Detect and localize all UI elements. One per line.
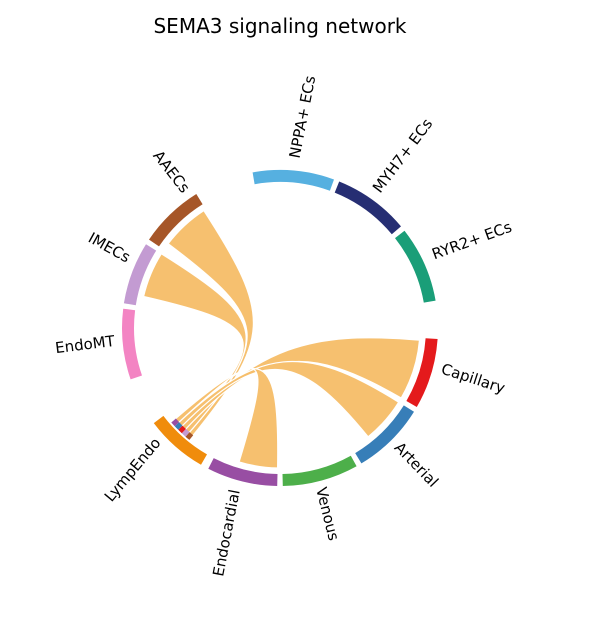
sector-label-aaecs: AAECs — [149, 147, 193, 197]
sector-label-nppa-ecs: NPPA+ ECs — [286, 74, 320, 160]
sector-arc-ryr2-ecs — [395, 230, 436, 303]
sector-arc-lympendo — [153, 415, 207, 465]
sector-arc-aaecs — [149, 194, 203, 247]
link-stub-capillary — [178, 425, 186, 434]
link-stub-aaecs — [185, 432, 194, 440]
sector-arc-capillary — [406, 338, 438, 407]
sector-arc-myh7-ecs — [334, 181, 401, 235]
link-stub-arterial — [174, 422, 183, 430]
sector-label-venous: Venous — [312, 485, 343, 542]
chord-lympendo-to-endocardial — [173, 367, 279, 469]
chord-links — [142, 209, 421, 469]
sector-label-myh7-ecs: MYH7+ ECs — [369, 115, 436, 196]
sector-arcs — [122, 169, 438, 486]
sector-arc-nppa-ecs — [252, 169, 334, 191]
link-stub-imecs — [181, 428, 190, 437]
sector-label-arterial: Arterial — [391, 439, 442, 491]
sector-arc-arterial — [355, 405, 414, 464]
sector-label-endomt: EndoMT — [54, 332, 116, 357]
sector-arc-venous — [282, 455, 357, 486]
sector-label-capillary: Capillary — [439, 360, 507, 398]
sector-arc-imecs — [123, 244, 157, 306]
sector-label-lympendo: LympEndo — [101, 434, 165, 505]
sector-label-endocardial: Endocardial — [209, 488, 243, 578]
sector-label-ryr2-ecs: RYR2+ ECs — [429, 218, 514, 264]
chart-title: SEMA3 signaling network — [153, 14, 406, 38]
link-stub-endocardial — [171, 418, 180, 427]
sector-arc-endomt — [122, 308, 142, 380]
sector-arc-endocardial — [208, 458, 278, 486]
sector-label-imecs: IMECs — [85, 229, 133, 267]
